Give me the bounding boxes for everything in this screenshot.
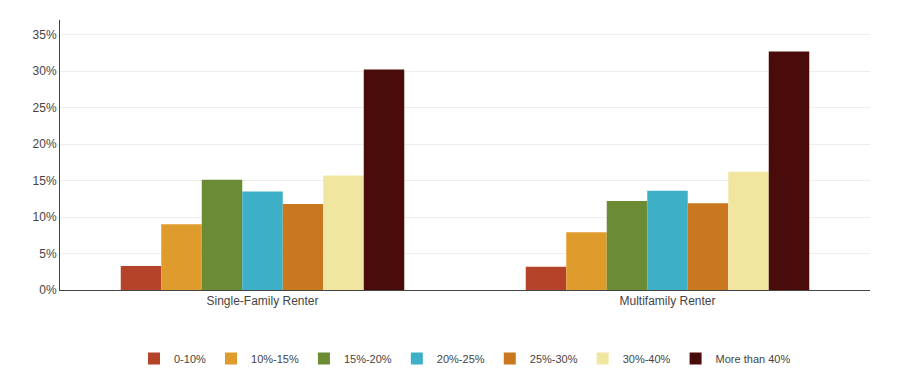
svg-text:5%: 5% xyxy=(39,247,57,261)
svg-text:20%-25%: 20%-25% xyxy=(437,353,485,365)
svg-text:15%-20%: 15%-20% xyxy=(344,353,392,365)
svg-text:0-10%: 0-10% xyxy=(174,353,206,365)
svg-text:Multifamily Renter: Multifamily Renter xyxy=(619,294,715,308)
svg-text:0%: 0% xyxy=(39,283,57,297)
svg-text:10%-15%: 10%-15% xyxy=(251,353,299,365)
svg-text:30%-40%: 30%-40% xyxy=(623,353,671,365)
svg-text:More than 40%: More than 40% xyxy=(716,353,791,365)
svg-text:10%: 10% xyxy=(33,210,57,224)
svg-text:35%: 35% xyxy=(33,28,57,42)
svg-text:25%-30%: 25%-30% xyxy=(530,353,578,365)
svg-text:20%: 20% xyxy=(33,137,57,151)
svg-text:15%: 15% xyxy=(33,174,57,188)
svg-text:25%: 25% xyxy=(33,101,57,115)
svg-text:30%: 30% xyxy=(33,64,57,78)
svg-text:Single-Family Renter: Single-Family Renter xyxy=(206,294,318,308)
